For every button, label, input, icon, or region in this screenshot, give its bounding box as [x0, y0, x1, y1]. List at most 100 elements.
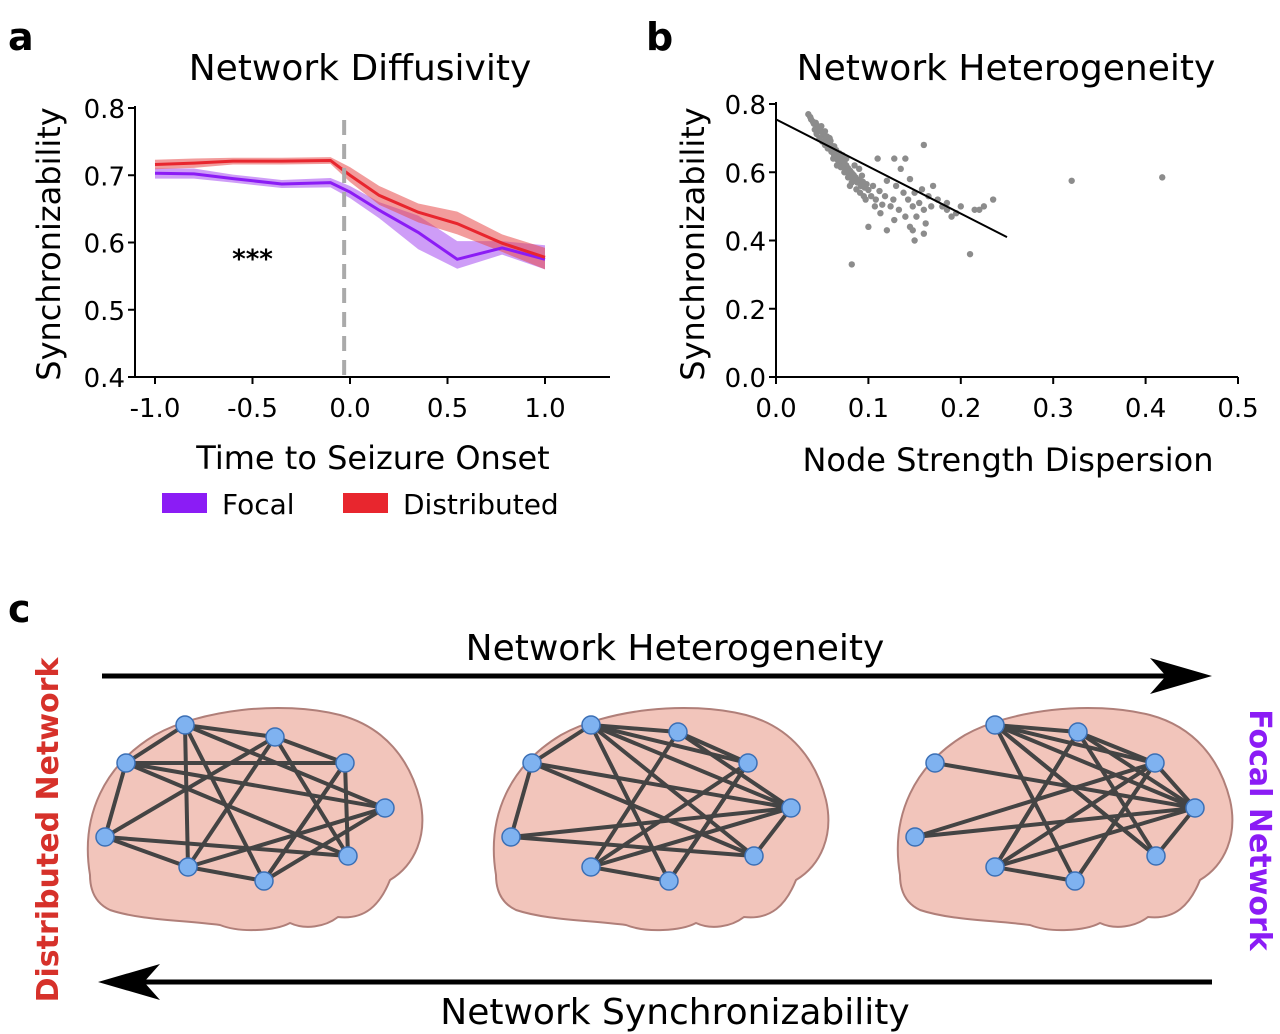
network-node [501, 827, 521, 847]
network-edge [914, 761, 1156, 839]
y-tick-label: 0.4 [84, 364, 125, 394]
scatter-point [869, 182, 877, 190]
network-edge [184, 723, 276, 739]
network-node [178, 857, 198, 877]
chart-a-legend: Focal Distributed [162, 488, 559, 521]
scatter-point [874, 155, 881, 162]
network-edge [993, 761, 1157, 869]
scatter-point [920, 141, 928, 149]
network-edge [510, 806, 792, 839]
scatter-point [833, 162, 841, 169]
scatter-point [858, 172, 866, 179]
scatter-point [883, 227, 891, 234]
brain-networks [86, 707, 1234, 932]
scatter-point [900, 189, 907, 196]
network-node [116, 753, 136, 773]
y-tick-label: 0.8 [84, 95, 125, 125]
scatter-point [877, 210, 884, 217]
scatter-point [891, 216, 898, 224]
scatter-point [844, 174, 852, 181]
chart-b-x-label: Node Strength Dispersion [802, 441, 1213, 479]
scatter-point [881, 192, 889, 200]
network-edge [589, 723, 756, 858]
x-tick-label: 0.3 [1033, 394, 1074, 424]
x-tick-label: 0.5 [1217, 394, 1258, 424]
network-edge [125, 761, 386, 810]
network-edge [187, 865, 265, 883]
network-edge [187, 806, 386, 869]
synchronizability-arrow [98, 964, 1212, 1000]
line-distributed [154, 158, 546, 259]
scatter-point [922, 220, 929, 227]
scatter-point [902, 155, 909, 162]
network-edge [509, 762, 534, 838]
legend-swatch-distributed [343, 493, 388, 513]
chart-b-x-ticks: 0.0 0.1 0.2 0.3 0.4 0.5 [755, 377, 1259, 424]
network-edge [667, 761, 750, 883]
scatter-point [1159, 174, 1166, 181]
scatter-point [887, 203, 894, 210]
network-node [985, 715, 1005, 735]
network-edge [343, 762, 350, 857]
network-node [1068, 722, 1088, 742]
network-edge [530, 723, 593, 765]
chart-b-y-ticks: 0.0 0.2 0.4 0.6 0.8 [725, 91, 776, 394]
band-focal [155, 168, 545, 270]
chart-b: Network Heterogeneity 0.0 0.1 0.2 0.3 0.4 0.5… [674, 48, 1259, 479]
network-edge [994, 806, 1196, 869]
y-tick-label: 0.6 [84, 230, 125, 260]
network-node [522, 753, 542, 773]
network-node [659, 871, 679, 891]
y-tick-label: 0.7 [84, 162, 125, 192]
scatter-point [818, 122, 825, 130]
x-tick-label: 1.0 [524, 394, 565, 424]
x-tick-label: 0.2 [940, 394, 981, 424]
diagram-c: Network Heterogeneity Network Synchroniz… [31, 628, 1277, 1033]
network-node [925, 753, 945, 773]
brain-network-2 [492, 707, 830, 932]
y-tick-label: 0.0 [725, 364, 766, 394]
scatter-point [821, 128, 829, 135]
network-edge [934, 761, 1196, 810]
network-node [581, 857, 601, 877]
network-edge [531, 761, 755, 858]
scatter-point [841, 169, 848, 176]
network-edge [1153, 761, 1197, 810]
scatter-point [879, 201, 886, 208]
network-edge [124, 723, 187, 765]
x-tick-label: 0.5 [427, 394, 468, 424]
panel-letter-b: b [646, 15, 673, 59]
scatter-point [867, 192, 875, 200]
network-edge [994, 723, 1196, 810]
network-node [265, 727, 285, 747]
network-edge [103, 735, 277, 839]
x-tick-label: 0.1 [848, 394, 889, 424]
scatter-point [871, 203, 879, 210]
chart-a-y-ticks: 0.4 0.5 0.6 0.7 0.8 [84, 95, 135, 394]
network-edge [590, 806, 792, 869]
network-edge [1154, 806, 1197, 858]
scatter-point [883, 177, 891, 184]
scatter-point [830, 155, 837, 162]
scatter-point [872, 196, 879, 203]
x-tick-label: 0.4 [1125, 394, 1166, 424]
network-node [738, 753, 758, 773]
scatter-point [1068, 177, 1075, 184]
network-node [338, 846, 358, 866]
scatter-point [865, 186, 872, 194]
network-node [335, 753, 355, 773]
network-node [375, 798, 395, 818]
network-edge [531, 761, 792, 810]
scatter-point [913, 213, 920, 220]
heterogeneity-arrow-label: Network Heterogeneity [466, 628, 885, 669]
chart-a-x-ticks: -1.0 -0.5 0.0 0.5 1.0 [130, 377, 566, 424]
line-focal [154, 171, 546, 261]
network-edge [994, 723, 1079, 734]
scatter-point [989, 196, 997, 203]
scatter-point [891, 155, 898, 162]
scatter-point [851, 162, 858, 169]
network-edge [994, 723, 1156, 765]
network-edge [589, 761, 750, 869]
focal-network-label: Focal Network [1242, 709, 1277, 952]
